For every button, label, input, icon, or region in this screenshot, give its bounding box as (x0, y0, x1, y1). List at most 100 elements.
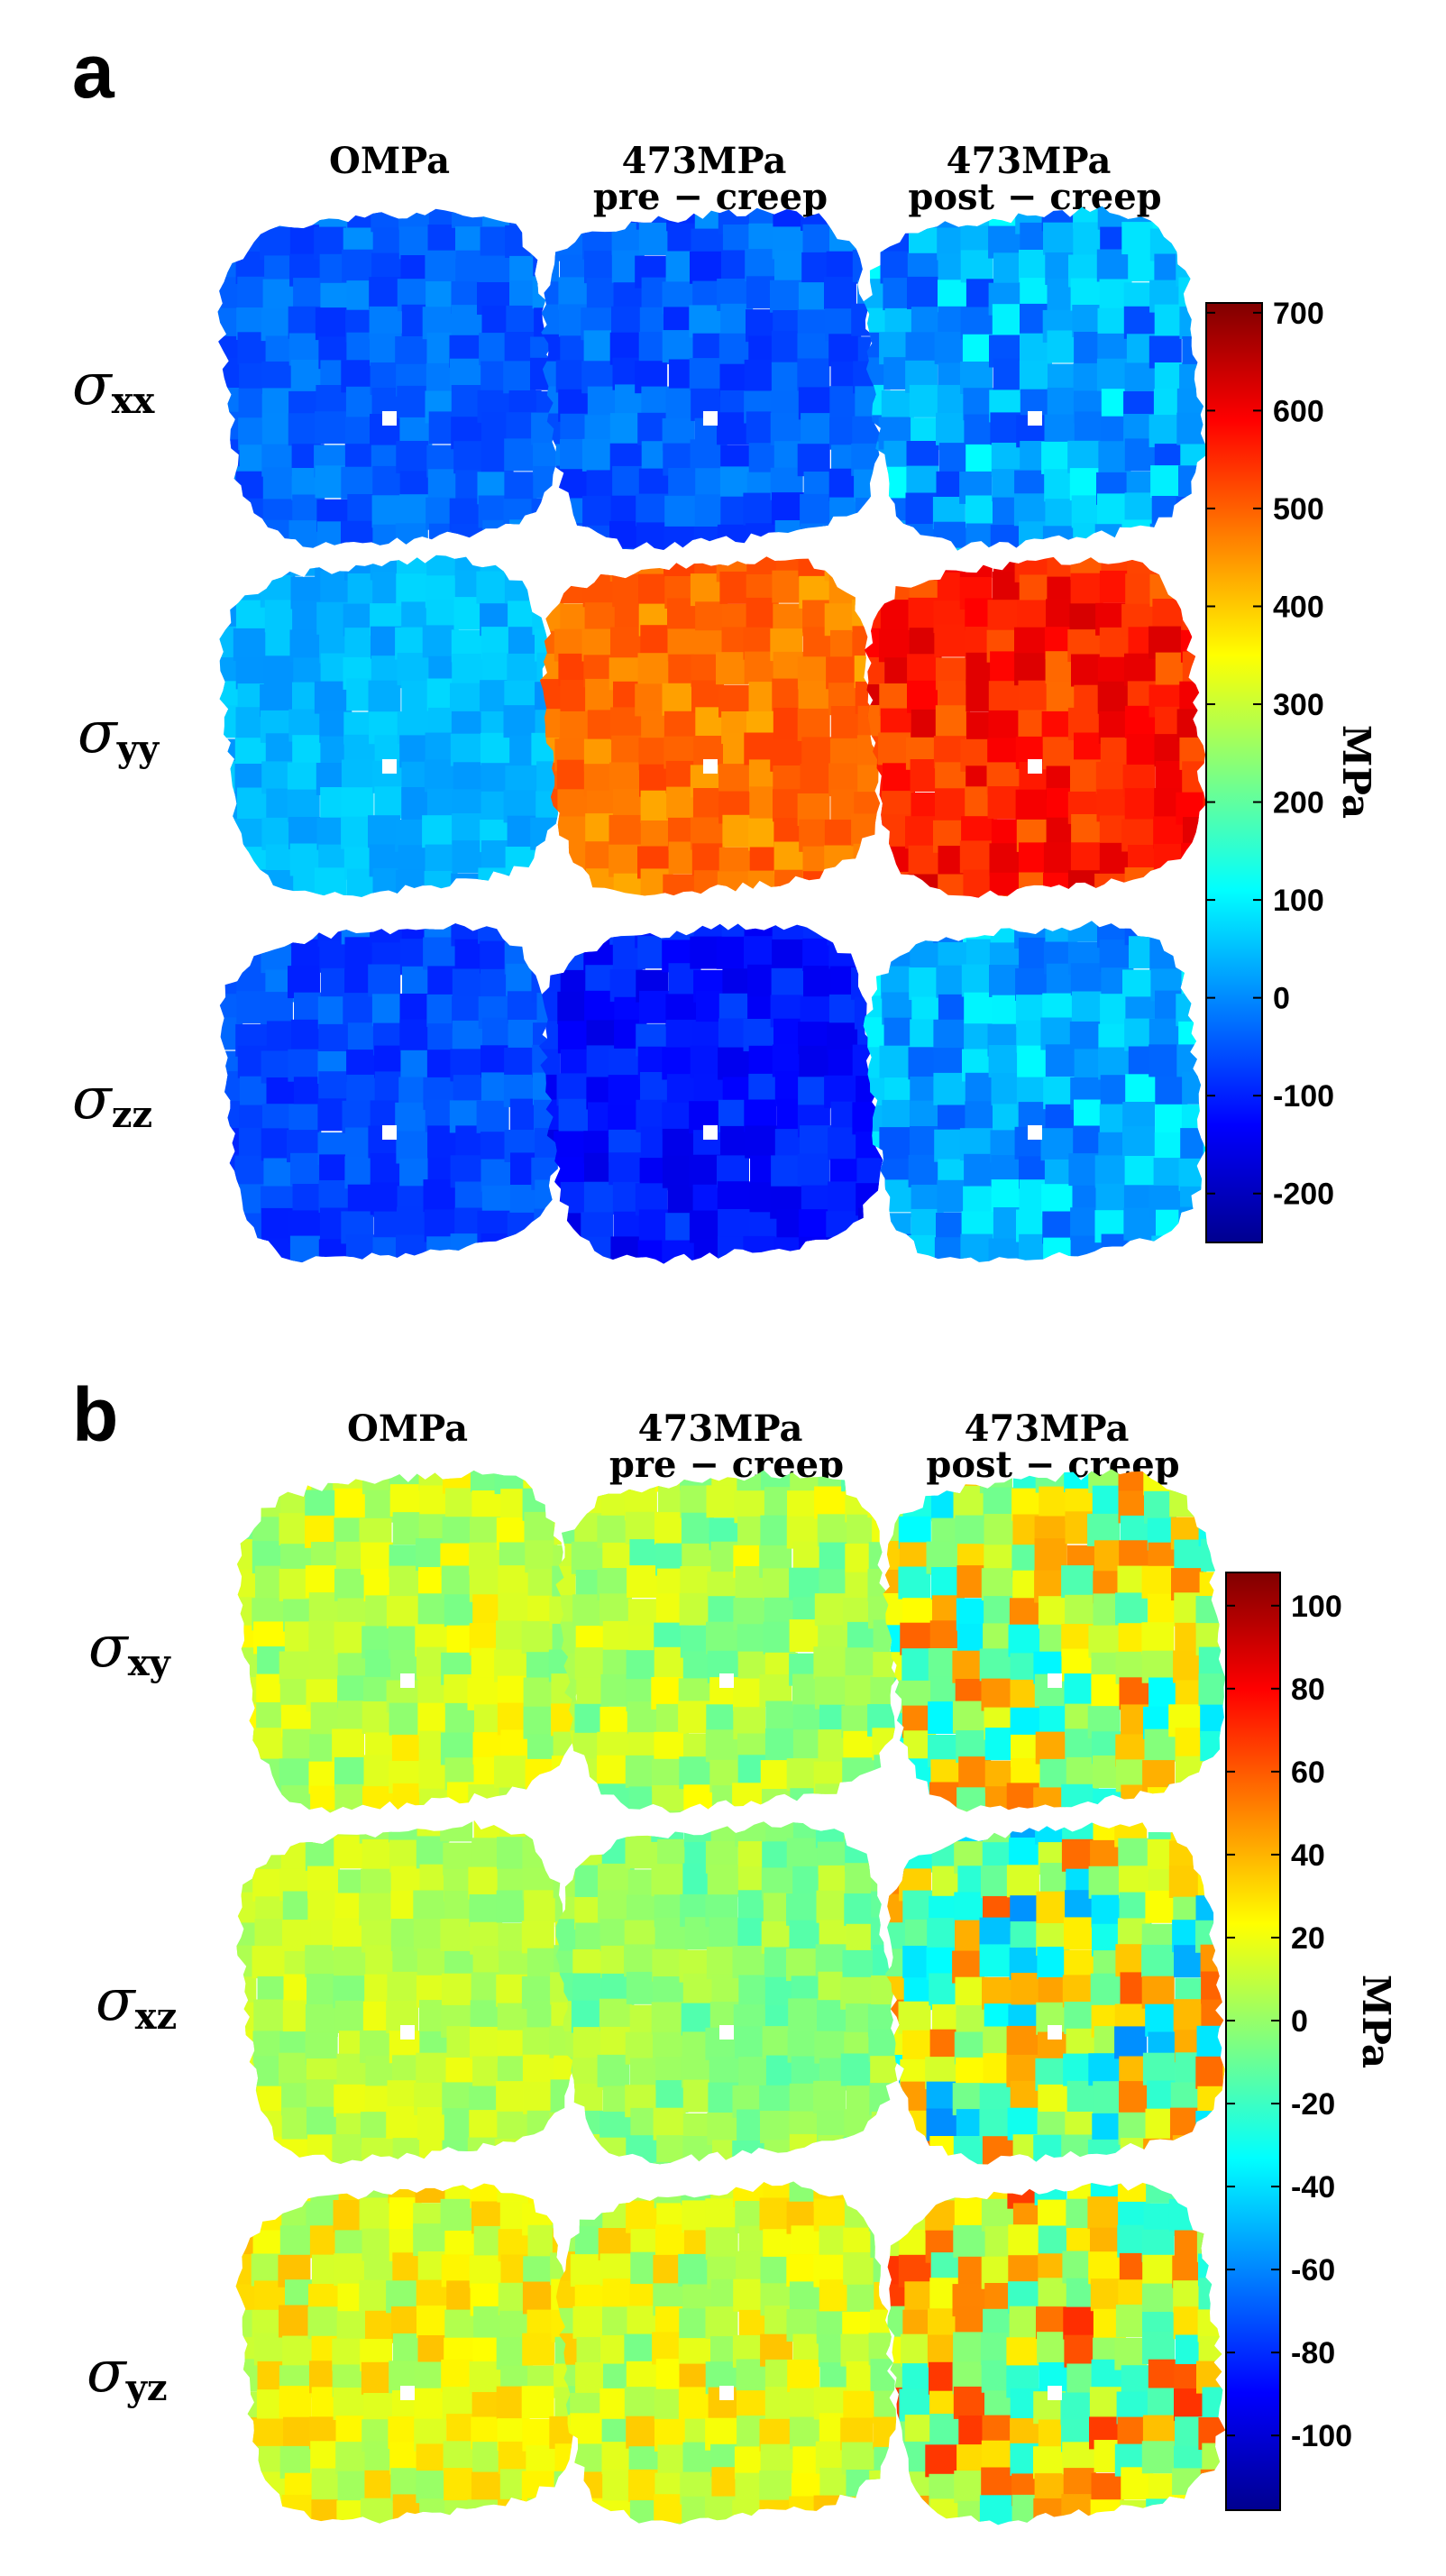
grain-cell (469, 2255, 502, 2288)
grain-cell (744, 359, 777, 392)
grain-cell (252, 2136, 285, 2164)
grain-cell (505, 847, 538, 879)
grain-cell (505, 225, 538, 258)
grain-cell (423, 1179, 456, 1213)
grain-cell (396, 1131, 429, 1164)
grain-cell (627, 1565, 660, 1599)
panel-b-colorbar-label: MPa (1354, 1975, 1398, 2068)
colorbar-tick-label: -100 (1291, 2419, 1352, 2453)
grain-cell (535, 868, 563, 897)
grain-cell (988, 710, 1021, 743)
grain-cell (1063, 2306, 1096, 2340)
grain-cell (1150, 894, 1184, 898)
colorbar-tick-label: -80 (1291, 2336, 1335, 2370)
grain-cell (1229, 1539, 1261, 1572)
grain-cell (955, 1515, 988, 1548)
grain-cell (887, 2522, 905, 2526)
grain-cell (1013, 493, 1047, 527)
pore-mark (382, 411, 397, 426)
grain-cell (827, 923, 860, 946)
grain-cell (1156, 1209, 1188, 1242)
grain-cell (415, 2525, 447, 2557)
grain-cell (319, 208, 352, 229)
grain-cell (872, 2161, 899, 2165)
grain-cell (953, 2386, 986, 2419)
colorbar-tick-label: 0 (1291, 2004, 1308, 2039)
grain-cell (828, 334, 862, 367)
grain-cell (440, 1820, 473, 1842)
grain-cell (689, 1210, 722, 1243)
grain-cell (992, 895, 1025, 898)
grain-cell (521, 1621, 554, 1655)
grain-cell (871, 2498, 897, 2525)
grain-cell (626, 2416, 659, 2449)
grain-cell (963, 896, 996, 898)
grain-cell (219, 923, 245, 946)
grain-cell (911, 551, 944, 583)
grain-cell (925, 2444, 958, 2478)
grain-cell (1068, 896, 1102, 898)
grain-cell (1173, 1811, 1205, 1844)
grain-cell (531, 499, 560, 531)
grain-cell (334, 1488, 368, 1521)
grain-cell (597, 2054, 630, 2087)
grain-cell (869, 2083, 899, 2116)
grain-cell (334, 2164, 366, 2196)
grain-cell (987, 600, 1020, 633)
grain-cell (828, 573, 862, 606)
colorbar-tick-label: 100 (1273, 884, 1324, 918)
panel-b-map-2-2 (887, 2182, 1226, 2526)
grain-cell (679, 1592, 712, 1626)
grain-cell (541, 520, 565, 550)
panel-b-map-2-1 (555, 2181, 897, 2525)
panel-a-map-grid (207, 206, 1207, 1299)
grain-cell (856, 498, 881, 530)
grain-cell (207, 1263, 240, 1296)
grain-cell (1043, 222, 1075, 255)
grain-cell (564, 526, 597, 558)
grain-cell (981, 1678, 1014, 1711)
grain-cell (852, 207, 881, 230)
grain-cell (800, 764, 833, 797)
grain-cell (422, 625, 455, 658)
grain-cell (332, 2134, 365, 2164)
grain-cell (397, 1206, 429, 1240)
grain-cell (933, 1072, 966, 1105)
grain-cell (803, 871, 836, 896)
grain-cell (744, 936, 776, 969)
panel-a-map-2-1 (538, 923, 883, 1297)
grain-cell (372, 1267, 405, 1299)
grain-cell (934, 624, 967, 657)
grain-cell (318, 1023, 352, 1057)
grain-cell (535, 895, 563, 897)
grain-cell (1114, 2026, 1148, 2059)
grain-cell (813, 1646, 847, 1680)
grain-cell (550, 2162, 576, 2164)
grain-cell (468, 1866, 501, 1900)
grain-cell (981, 1568, 1014, 1601)
grain-cell (598, 2500, 631, 2525)
grain-cell (1121, 222, 1155, 255)
grain-cell (526, 1787, 559, 1813)
grain-cell (868, 1785, 898, 1813)
grain-cell (1061, 2494, 1094, 2526)
grain-cell (359, 1820, 392, 1844)
grain-cell (419, 1788, 453, 1813)
grain-cell (883, 1486, 905, 1519)
panel-a-letter: a (72, 29, 115, 114)
grain-cell (570, 2254, 603, 2287)
grain-cell (336, 2311, 370, 2344)
grain-cell (705, 2306, 738, 2340)
grain-cell (572, 2027, 606, 2060)
grain-cell (219, 1206, 245, 1240)
grain-cell (1201, 1538, 1226, 1572)
grain-cell (315, 307, 348, 341)
grain-cell (554, 1236, 587, 1264)
grain-cell (307, 2106, 339, 2140)
grain-cell (612, 899, 645, 931)
pore-mark (703, 759, 718, 774)
grain-cell (1142, 2052, 1176, 2086)
grain-cell (846, 2166, 878, 2198)
grain-cell (642, 1265, 674, 1297)
grain-cell (883, 551, 916, 583)
